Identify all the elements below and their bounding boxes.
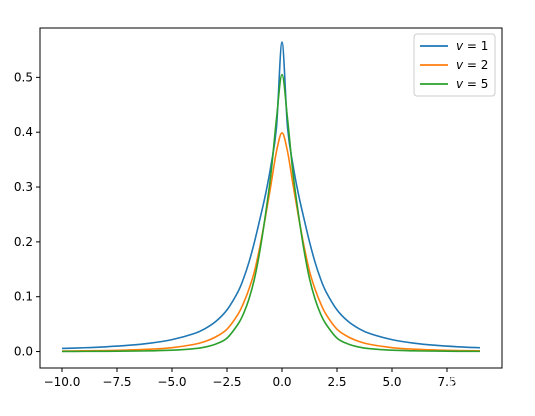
- y-tick-label: 0.5: [14, 70, 33, 84]
- y-tick-label: 0.0: [14, 345, 33, 359]
- x-axis-ticks: −10.0 −7.5 −5.0 −2.5 0.0 2.5 5.0 7.5: [44, 368, 457, 389]
- legend-box: [413, 33, 496, 97]
- watermark-text: 知乎 @Sophia: [411, 370, 512, 388]
- series-lines: [61, 41, 481, 353]
- legend-label: v = 2: [456, 58, 488, 72]
- series-line-1: [61, 41, 481, 350]
- y-axis-ticks: 0.0 0.1 0.2 0.3 0.4 0.5: [14, 70, 40, 359]
- legend-label: v = 5: [456, 77, 488, 91]
- y-tick-label: 0.4: [14, 125, 33, 139]
- x-tick-label: −2.5: [212, 375, 241, 389]
- x-tick-label: −5.0: [157, 375, 186, 389]
- axes-frame: [39, 27, 503, 369]
- x-tick-label: 0.0: [272, 375, 291, 389]
- legend-label: v = 1: [456, 39, 488, 53]
- x-tick-label: −7.5: [102, 375, 131, 389]
- y-tick-label: 0.2: [14, 235, 33, 249]
- x-tick-label: 7.5: [437, 375, 456, 389]
- series-line-3: [61, 73, 481, 353]
- y-tick-label: 0.1: [14, 290, 33, 304]
- x-tick-label: 5.0: [382, 375, 401, 389]
- series-line-2: [61, 132, 481, 352]
- x-tick-label: −10.0: [44, 375, 81, 389]
- legend: v = 1 v = 2 v = 5: [413, 33, 496, 97]
- y-tick-label: 0.3: [14, 180, 33, 194]
- x-tick-label: 2.5: [327, 375, 346, 389]
